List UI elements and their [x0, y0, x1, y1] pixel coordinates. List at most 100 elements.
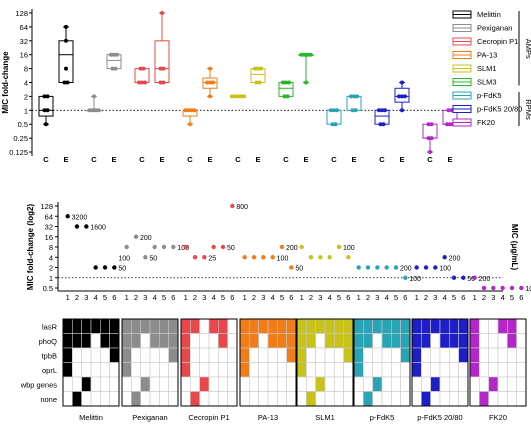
- strain-tick-label: 2: [134, 293, 138, 302]
- strain-tick-label: 3: [433, 293, 437, 302]
- heatmap-cell: [516, 391, 527, 407]
- data-point: [110, 66, 115, 71]
- data-point: [254, 80, 259, 85]
- heatmap-cell: [131, 391, 141, 407]
- heatmap-cell: [372, 376, 383, 392]
- data-point: [353, 108, 358, 113]
- dot-point: [152, 244, 157, 250]
- dot-point: [308, 255, 314, 260]
- strain-tick-label: 3: [143, 293, 147, 302]
- data-point: [138, 66, 143, 71]
- heatmap-cell: [121, 362, 132, 378]
- strain-tick-label: 4: [153, 293, 157, 302]
- heatmap-cell: [372, 391, 383, 407]
- data-point: [299, 52, 304, 57]
- heatmap-cell: [343, 333, 354, 349]
- heatmap-cell: [421, 333, 431, 349]
- dot-point: [192, 255, 198, 260]
- dot-point: [261, 255, 266, 260]
- mic-label: 100: [525, 286, 531, 293]
- heatmap-cell: [239, 333, 250, 349]
- heatmap-cell: [208, 391, 219, 407]
- heatmap-cell: [239, 391, 250, 407]
- dot-point: [327, 255, 332, 260]
- heatmap-cell: [430, 333, 441, 349]
- heatmap-cell: [497, 362, 508, 378]
- strain-tick-label: 5: [452, 293, 456, 302]
- heatmap-cell: [449, 376, 459, 392]
- heatmap-cell: [306, 391, 316, 407]
- heatmap-cell: [72, 391, 82, 407]
- dot-point: [171, 244, 176, 250]
- heatmap-cell: [469, 333, 480, 349]
- heatmap-cell: [286, 333, 297, 349]
- mic-label: 200: [286, 245, 298, 252]
- heatmap-cell: [81, 391, 92, 407]
- heatmap-cell: [249, 391, 259, 407]
- heatmap-cell: [411, 333, 422, 349]
- dot-point: [423, 265, 429, 270]
- strain-tick-label: 2: [424, 293, 428, 302]
- heatmap-cell: [121, 318, 132, 334]
- strain-tick-label: 3: [202, 293, 206, 302]
- heatmap-cell: [227, 391, 238, 407]
- heatmap-cell: [343, 318, 354, 334]
- heatmap-cell: [391, 391, 401, 407]
- heatmap-cell: [315, 362, 326, 378]
- heatmap-cell: [239, 318, 250, 334]
- group-label: E: [159, 155, 164, 164]
- box: [374, 109, 390, 125]
- data-point: [192, 108, 197, 113]
- data-point: [282, 94, 287, 99]
- data-point: [332, 108, 336, 113]
- dot-point: [433, 265, 438, 270]
- heatmap-cell: [315, 347, 326, 363]
- heatmap-cell: [199, 362, 210, 378]
- strain-tick-label: 5: [337, 293, 341, 302]
- heatmap-cell: [479, 333, 489, 349]
- group-label: E: [207, 155, 212, 164]
- data-point: [349, 94, 353, 99]
- dot-point: [461, 275, 466, 280]
- heatmap-cell: [208, 318, 219, 334]
- heatmap-cell: [109, 391, 120, 407]
- heatmap-cell: [449, 347, 459, 363]
- heatmap-panel-label: p-FdK5: [370, 413, 395, 422]
- heatmap-cell: [159, 376, 169, 392]
- heatmap-cell: [507, 347, 517, 363]
- data-point: [426, 136, 431, 141]
- group-label: E: [303, 155, 308, 164]
- data-point: [62, 80, 67, 85]
- heatmap-border: [353, 318, 411, 407]
- group-label: E: [63, 155, 68, 164]
- data-point: [140, 80, 144, 85]
- heatmap-cell: [286, 347, 297, 363]
- data-point: [355, 94, 359, 99]
- dot-point: [93, 265, 98, 270]
- data-point: [400, 94, 404, 99]
- heatmap-cell: [479, 347, 489, 363]
- heatmap-cell: [439, 333, 450, 349]
- group-label: C: [187, 155, 193, 164]
- data-point: [302, 52, 307, 57]
- data-point: [90, 108, 95, 113]
- data-point: [352, 94, 356, 99]
- heatmap-cell: [72, 362, 82, 378]
- heatmap-cell: [391, 362, 401, 378]
- heatmap-cell: [159, 391, 169, 407]
- top-panel-legend: Melittin Pexiganan Cecropin P1 PA-13 SLM1 SLM…: [452, 10, 531, 127]
- heatmap-cell: [121, 391, 132, 407]
- strain-tick-label: 6: [230, 293, 234, 302]
- mic-label: 3200: [72, 214, 88, 221]
- strain-tick-label: 1: [125, 293, 129, 302]
- heatmap-cell: [100, 376, 110, 392]
- mic-label: 1600: [90, 225, 106, 232]
- data-point: [143, 80, 147, 85]
- heatmap-cell: [296, 362, 307, 378]
- heatmap-cell: [516, 376, 527, 392]
- heatmap-cell: [140, 347, 151, 363]
- data-point: [42, 108, 47, 113]
- heatmap-cell: [190, 333, 200, 349]
- heatmap-cell: [497, 391, 508, 407]
- data-point: [281, 80, 285, 85]
